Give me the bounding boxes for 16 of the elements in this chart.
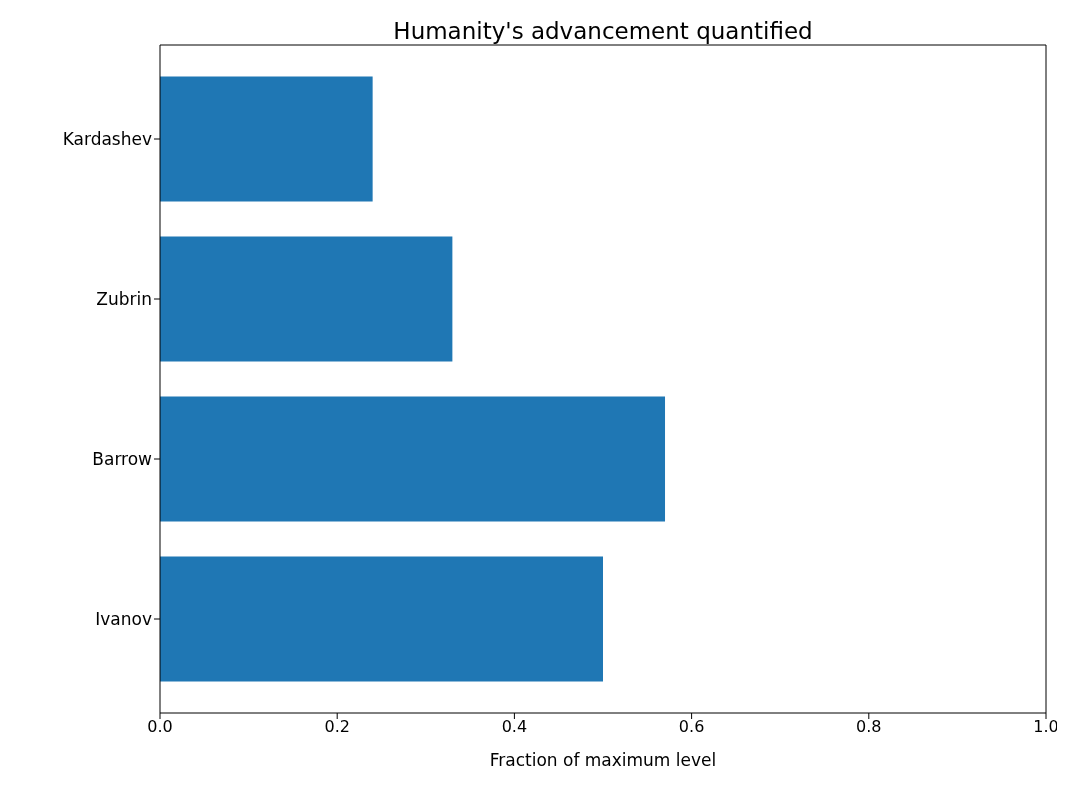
- bar: [160, 76, 373, 202]
- y-tick-label: Barrow: [92, 449, 153, 470]
- y-tick-label: Zubrin: [96, 289, 152, 310]
- bar: [160, 396, 666, 522]
- chart-title: Humanity's advancement quantified: [392, 18, 814, 44]
- y-tick-label: Ivanov: [95, 609, 152, 630]
- bar: [160, 236, 453, 362]
- x-tick-label: 0.4: [501, 717, 528, 737]
- x-tick-label: 0.8: [856, 717, 882, 737]
- y-tick-label: Kardashev: [62, 129, 152, 150]
- x-tick-label: 0.0: [147, 717, 173, 737]
- x-tick-label: 0.6: [678, 717, 705, 737]
- x-axis-title: Fraction of maximum level: [488, 750, 718, 770]
- x-tick-label: 1.0: [1033, 717, 1059, 737]
- x-tick-label: 0.2: [324, 717, 350, 737]
- bar: [160, 556, 603, 682]
